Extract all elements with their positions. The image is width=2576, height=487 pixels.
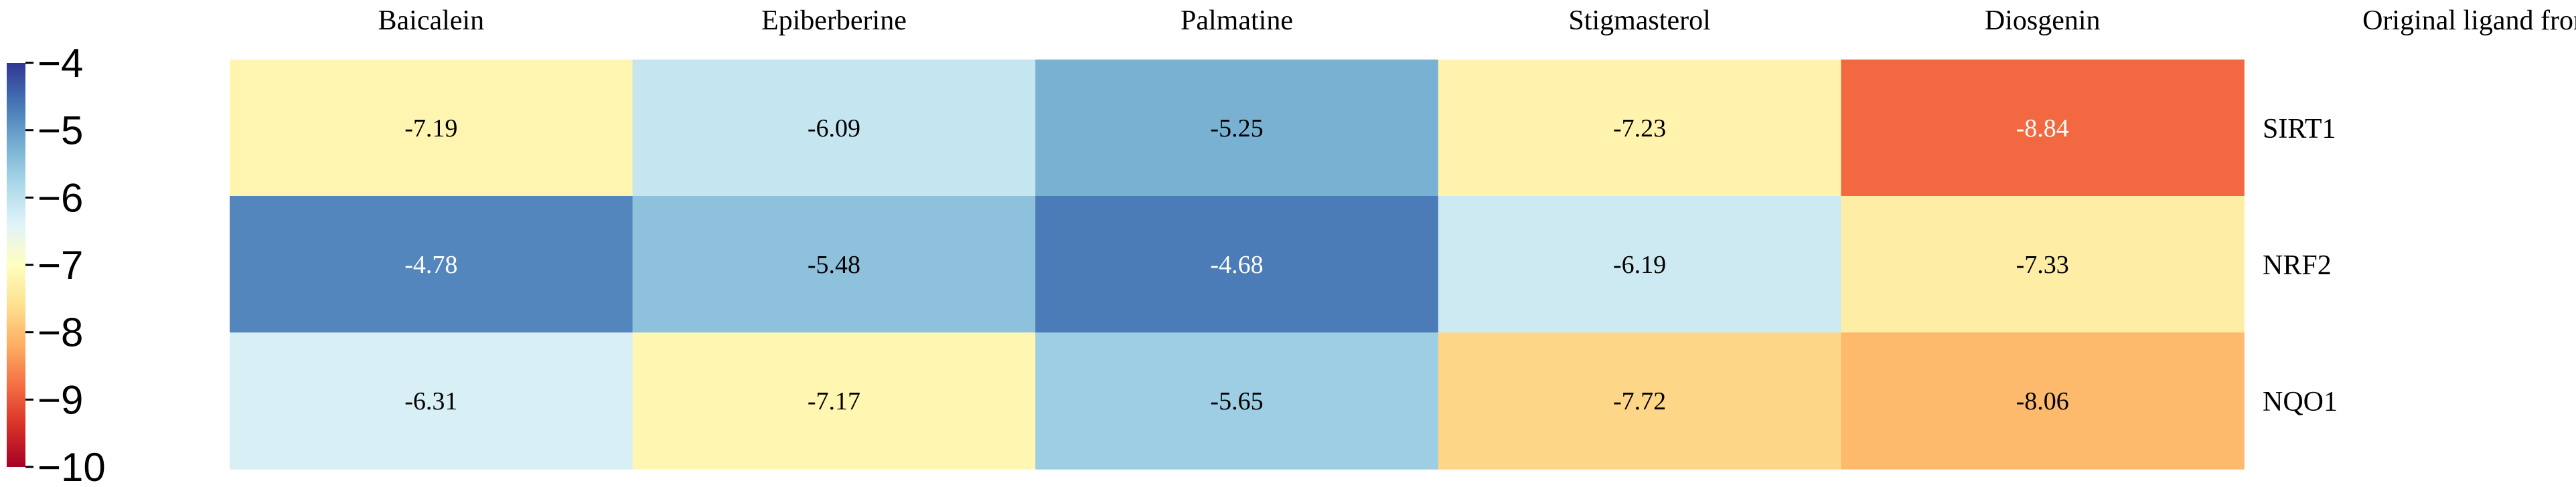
heatmap-cell xyxy=(230,60,633,197)
heatmap-cell xyxy=(1035,196,1439,333)
colorbar: −4 −5 −6 −7 −8 −9 −10 xyxy=(7,41,106,487)
column-labels: Baicalein Epiberberine Palmatine Stigmaster… xyxy=(378,5,2101,36)
cell-value-label: -5.25 xyxy=(1210,114,1263,142)
heatmap-cell xyxy=(632,60,1036,197)
cell-value-label: -7.17 xyxy=(808,387,860,415)
row-label: SIRT1 xyxy=(2263,114,2336,144)
cell-value-label: -5.48 xyxy=(808,251,860,279)
heatmap-cell xyxy=(1841,332,2245,470)
extra-column-header: Original ligand from PDB xyxy=(2362,5,2576,36)
colorbar-ticks: −4 −5 −6 −7 −8 −9 −10 xyxy=(25,41,106,487)
heatmap-cell xyxy=(230,196,633,333)
cell-value-label: -7.33 xyxy=(2016,251,2069,279)
row-label: NQO1 xyxy=(2263,387,2338,417)
colorbar-tick-label: −7 xyxy=(37,243,83,288)
cell-value-label: -4.78 xyxy=(404,251,457,279)
cell-value-label: -6.31 xyxy=(404,387,457,415)
cell-value-label: -6.19 xyxy=(1613,251,1666,279)
heatmap-cell xyxy=(1438,332,1842,470)
cell-value-label: -7.19 xyxy=(404,114,457,142)
cell-value-label: -4.68 xyxy=(1210,251,1263,279)
colorbar-tick-label: −10 xyxy=(37,445,106,487)
heatmap-cell xyxy=(632,196,1036,333)
colorbar-tick-label: −8 xyxy=(37,310,83,355)
cell-value-label: -8.84 xyxy=(2016,114,2069,142)
heatmap-cell xyxy=(1438,196,1842,333)
heatmap-cell xyxy=(230,332,633,470)
cell-value-label: -7.72 xyxy=(1613,387,1666,415)
heatmap-cell xyxy=(1841,60,2245,197)
heatmap-cell xyxy=(1438,60,1842,197)
cell-value-label: -5.65 xyxy=(1210,387,1263,415)
column-label: Baicalein xyxy=(378,5,485,36)
colorbar-tick-label: −5 xyxy=(37,108,83,153)
colorbar-tick-label: −6 xyxy=(37,175,83,220)
column-label: Epiberberine xyxy=(761,5,907,36)
heatmap-cell xyxy=(1035,332,1439,470)
row-label: NRF2 xyxy=(2263,250,2332,281)
colorbar-tick-label: −9 xyxy=(37,377,83,422)
column-label: Diosgenin xyxy=(1985,5,2101,36)
cell-value-label: -7.23 xyxy=(1613,114,1666,142)
heatmap-cells: -7.19 -6.09 -5.25 -7.23 -8.84 -4.78 -5.48 -4.68… xyxy=(230,60,2245,470)
column-label: Palmatine xyxy=(1181,5,1293,36)
heatmap-cell xyxy=(1035,60,1439,197)
cell-value-label: -6.09 xyxy=(808,114,860,142)
column-label: Stigmasterol xyxy=(1568,5,1710,36)
heatmap-cell xyxy=(1841,196,2245,333)
colorbar-tick-label: −4 xyxy=(37,41,83,86)
heatmap-cell xyxy=(632,332,1036,470)
colorbar-scale xyxy=(7,63,25,467)
cell-value-label: -8.06 xyxy=(2016,387,2069,415)
row-labels: SIRT1 NRF2 NQO1 xyxy=(2263,114,2338,417)
